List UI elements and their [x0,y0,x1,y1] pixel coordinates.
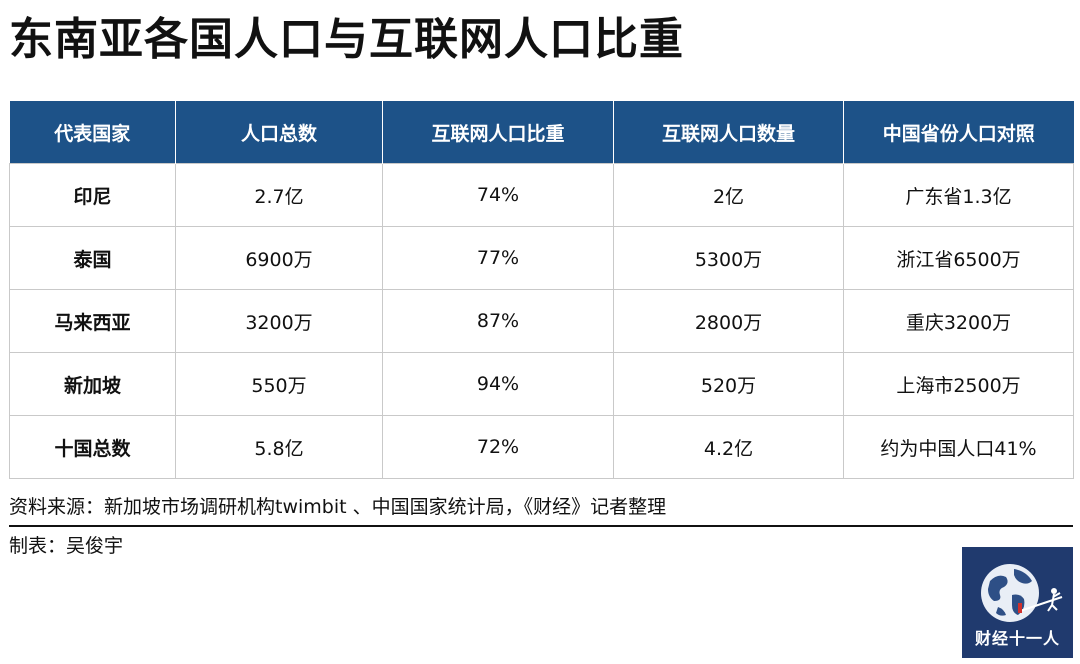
table-maker-note: 制表：吴俊宇 [9,535,124,557]
internet-population-cell: 2800万 [613,289,844,353]
logo-text: 财经十一人 [974,629,1060,648]
header-china-province-comparison: 中国省份人口对照 [843,101,1074,164]
province-comparison-cell: 约为中国人口41% [843,415,1074,479]
total-population-cell: 6900万 [175,226,383,290]
internet-ratio-cell: 72% [382,415,614,479]
country-cell: 泰国 [9,226,176,290]
table-row: 印尼 2.7亿 74% 2亿 广东省1.3亿 [9,163,1074,227]
internet-population-cell: 4.2亿 [613,415,844,479]
globe-figure-icon [981,564,1063,622]
total-population-cell: 5.8亿 [175,415,383,479]
internet-population-cell: 520万 [613,352,844,416]
table-row: 十国总数 5.8亿 72% 4.2亿 约为中国人口41% [9,415,1074,479]
province-comparison-cell: 广东省1.3亿 [843,163,1074,227]
internet-ratio-cell: 74% [382,163,614,227]
country-cell: 马来西亚 [9,289,176,353]
total-population-cell: 550万 [175,352,383,416]
province-comparison-cell: 浙江省6500万 [843,226,1074,290]
internet-population-cell: 5300万 [613,226,844,290]
internet-ratio-cell: 87% [382,289,614,353]
source-note: 资料来源：新加坡市场调研机构twimbit 、中国国家统计局，《财经》记者整理 [9,496,667,518]
table-header-row: 代表国家 人口总数 互联网人口比重 互联网人口数量 中国省份人口对照 [9,101,1074,164]
table-row: 新加坡 550万 94% 520万 上海市2500万 [9,352,1074,416]
country-cell: 十国总数 [9,415,176,479]
page-title: 东南亚各国人口与互联网人口比重 [9,14,684,65]
population-table: 代表国家 人口总数 互联网人口比重 互联网人口数量 中国省份人口对照 印尼 2.… [9,101,1074,479]
country-cell: 新加坡 [9,352,176,416]
country-cell: 印尼 [9,163,176,227]
internet-ratio-cell: 77% [382,226,614,290]
header-total-population: 人口总数 [175,101,383,164]
table-row: 马来西亚 3200万 87% 2800万 重庆3200万 [9,289,1074,353]
table-row: 泰国 6900万 77% 5300万 浙江省6500万 [9,226,1074,290]
province-comparison-cell: 上海市2500万 [843,352,1074,416]
total-population-cell: 3200万 [175,289,383,353]
header-country: 代表国家 [9,101,176,164]
header-internet-population: 互联网人口数量 [613,101,844,164]
divider [9,525,1073,527]
internet-population-cell: 2亿 [613,163,844,227]
header-internet-ratio: 互联网人口比重 [382,101,614,164]
internet-ratio-cell: 94% [382,352,614,416]
brand-logo: 财经十一人 [962,547,1073,658]
province-comparison-cell: 重庆3200万 [843,289,1074,353]
total-population-cell: 2.7亿 [175,163,383,227]
